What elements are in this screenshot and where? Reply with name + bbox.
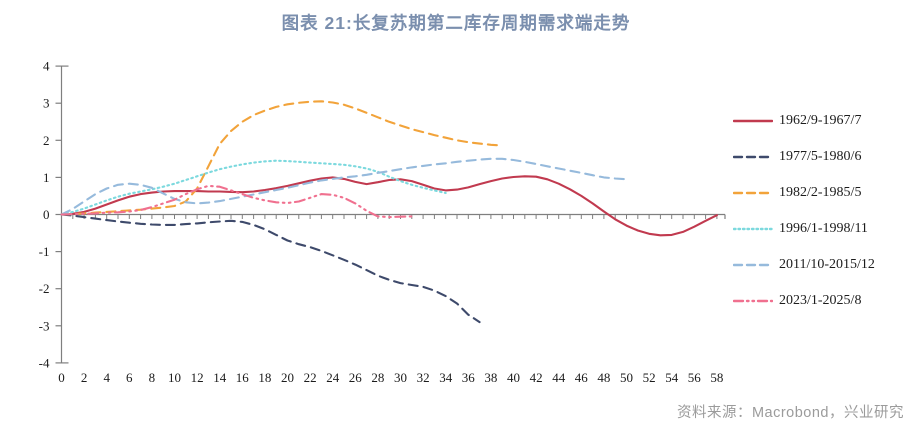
legend-swatch-icon [733,263,773,267]
x-tick-label: 58 [710,370,723,385]
x-tick-label: 54 [665,370,679,385]
y-tick-label: -4 [39,355,50,370]
series-line-5 [60,157,628,216]
x-tick-label: 48 [597,370,610,385]
legend-label: 2023/1-2025/8 [779,293,862,308]
x-tick-label: 6 [126,370,133,385]
legend-label: 2011/10-2015/12 [779,257,875,272]
legend-item-2: 1977/5-1980/6 [733,139,908,175]
legend-label: 1977/5-1980/6 [779,149,862,164]
x-tick-label: 20 [281,370,294,385]
y-tick-label: 4 [43,59,50,74]
x-tick-label: 34 [439,370,453,385]
x-tick-label: 40 [507,370,520,385]
legend-swatch-icon [733,191,773,195]
x-tick-label: 42 [530,370,543,385]
x-tick-label: 30 [394,370,407,385]
x-tick-label: 12 [191,370,204,385]
y-tick-label: -2 [39,281,50,296]
x-tick-label: 10 [168,370,181,385]
legend-label: 1982/2-1985/5 [779,185,862,200]
legend-label: 1962/9-1967/7 [779,113,862,128]
legend-label: 1996/1-1998/11 [779,221,868,236]
x-tick-label: 18 [258,370,271,385]
legend-item-5: 2011/10-2015/12 [733,247,908,283]
x-tick-label: 56 [688,370,702,385]
x-tick-label: 46 [575,370,589,385]
x-tick-label: 22 [304,370,317,385]
y-tick-label: 1 [43,170,50,185]
legend-swatch-icon [733,227,773,231]
x-tick-label: 14 [213,370,227,385]
x-tick-label: 2 [81,370,88,385]
x-tick-label: 8 [149,370,156,385]
x-tick-label: 44 [552,370,566,385]
legend-swatch-icon [733,299,773,303]
x-tick-label: 32 [417,370,430,385]
series-line-2 [60,213,481,324]
series-line-6 [60,184,413,219]
legend-item-6: 2023/1-2025/8 [733,283,908,319]
legend-item-4: 1996/1-1998/11 [733,211,908,247]
x-tick-label: 0 [58,370,65,385]
x-tick-label: 24 [326,370,340,385]
x-tick-label: 36 [462,370,476,385]
x-tick-label: 16 [236,370,250,385]
legend-swatch-icon [733,119,773,123]
x-tick-label: 4 [103,370,110,385]
y-tick-label: -1 [39,244,50,259]
y-tick-label: -3 [39,318,50,333]
x-tick-label: 38 [484,370,497,385]
series-line-3 [60,100,504,216]
x-tick-label: 28 [371,370,384,385]
x-tick-label: 50 [620,370,633,385]
y-tick-label: 2 [43,133,50,148]
legend-item-1: 1962/9-1967/7 [733,103,908,139]
legend-item-3: 1982/2-1985/5 [733,175,908,211]
y-tick-label: 0 [43,207,50,222]
chart-legend: 1962/9-1967/7 1977/5-1980/6 1982/2-1985/5 1… [733,103,908,319]
x-tick-label: 26 [349,370,363,385]
series-line-4 [60,159,447,216]
x-tick-label: 52 [643,370,656,385]
series-line-1 [60,175,718,237]
chart-title: 图表 21:长复苏期第二库存周期需求端走势 [281,13,631,33]
legend-swatch-icon [733,155,773,159]
source-note: 资料来源：Macrobond，兴业研究 [676,405,904,421]
y-tick-label: 3 [43,96,50,111]
